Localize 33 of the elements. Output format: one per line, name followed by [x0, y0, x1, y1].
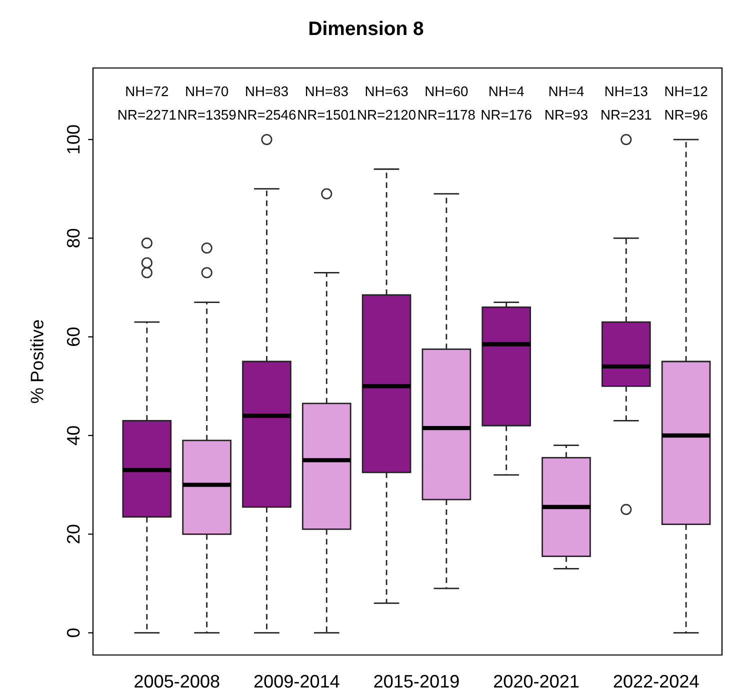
annotation: NH=72 — [126, 86, 168, 96]
x-tick-label: 2022-2024 — [614, 674, 699, 688]
x-tick-label: 2009-2014 — [254, 674, 340, 688]
y-tick-label: 40 — [66, 426, 80, 446]
annotation: NH=13 — [605, 86, 648, 96]
y-tick-label: 60 — [66, 328, 80, 346]
annotation: NR=96 — [665, 110, 708, 120]
y-tick-label: 100 — [66, 125, 80, 154]
annotation: NR=2546 — [238, 110, 296, 120]
annotation: NH=4 — [490, 86, 524, 96]
annotation: NH=83 — [306, 86, 348, 96]
annotation: NH=60 — [426, 86, 468, 96]
annotation: NR=1178 — [418, 110, 475, 120]
y-tick-label: 0 — [66, 628, 80, 638]
annotation: NH=4 — [549, 86, 584, 96]
annotation: NR=1359 — [178, 110, 236, 120]
annotation: NH=83 — [246, 86, 288, 96]
x-tick-label: 2020-2021 — [494, 674, 579, 688]
annotation: NR=2271 — [118, 110, 176, 120]
annotation: NR=176 — [482, 110, 532, 120]
annotation: NR=2120 — [358, 110, 416, 120]
x-tick-label: 2015-2019 — [374, 674, 459, 688]
annotation: NH=12 — [665, 86, 708, 96]
y-axis-title: % Positive — [30, 320, 44, 403]
y-tick-label: 20 — [66, 524, 80, 544]
x-tick-label: 2005-2008 — [134, 674, 220, 688]
chart-title: Dimension 8 — [309, 20, 424, 36]
annotation: NR=231 — [602, 110, 652, 120]
annotation: NR=93 — [546, 110, 588, 120]
annotation: NH=70 — [186, 86, 228, 96]
annotation: NR=1501 — [298, 110, 356, 120]
annotation: NH=63 — [366, 86, 408, 96]
y-tick-label: 80 — [66, 228, 80, 248]
